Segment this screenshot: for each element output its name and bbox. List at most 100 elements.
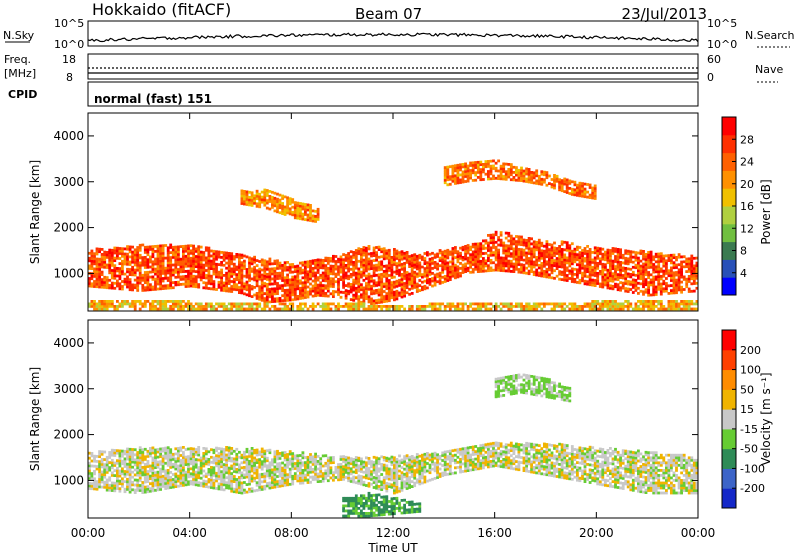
range-gate-cell — [128, 248, 132, 251]
range-gate-cell — [225, 471, 228, 475]
range-gate-cell — [220, 256, 223, 259]
range-gate-cell — [121, 305, 124, 308]
range-gate-cell — [159, 452, 162, 456]
range-gate-cell — [372, 305, 376, 308]
range-gate-cell — [182, 453, 185, 457]
range-gate-cell — [537, 251, 541, 255]
range-gate-cell — [360, 263, 363, 266]
range-gate-cell — [398, 263, 401, 267]
range-gate-cell — [672, 284, 676, 287]
range-gate-cell — [497, 238, 500, 242]
range-gate-cell — [230, 270, 234, 273]
range-gate-cell — [103, 307, 107, 311]
range-gate-cell — [413, 281, 417, 284]
range-gate-cell — [647, 302, 650, 306]
range-gate-cell — [530, 307, 533, 311]
range-gate-cell — [220, 261, 223, 264]
range-gate-cell — [166, 269, 170, 272]
range-gate-cell — [644, 258, 648, 261]
range-gate-cell — [90, 459, 94, 463]
range-gate-cell — [245, 200, 249, 204]
range-gate-cell — [555, 274, 559, 278]
range-gate-cell — [601, 247, 605, 251]
range-gate-cell — [319, 284, 323, 287]
range-gate-cell — [98, 472, 101, 476]
range-gate-cell — [360, 260, 363, 264]
range-gate-cell — [360, 273, 363, 276]
range-gate-cell — [108, 278, 112, 282]
range-gate-cell — [299, 305, 302, 308]
range-gate-cell — [560, 189, 564, 193]
range-gate-cell — [680, 270, 683, 274]
range-gate-cell — [593, 307, 597, 311]
range-gate-cell — [192, 274, 195, 278]
range-gate-cell — [296, 307, 300, 311]
range-gate-cell — [291, 280, 295, 284]
range-gate-cell — [370, 307, 373, 311]
range-gate-cell — [352, 266, 356, 269]
range-gate-cell — [515, 262, 518, 266]
range-gate-cell — [271, 305, 274, 308]
range-gate-cell — [672, 261, 676, 265]
range-gate-cell — [520, 253, 523, 256]
range-gate-cell — [95, 307, 99, 311]
range-gate-cell — [210, 478, 213, 482]
range-gate-cell — [372, 284, 376, 288]
range-gate-cell — [296, 274, 300, 278]
range-gate-cell — [418, 274, 422, 277]
range-gate-cell — [565, 188, 569, 192]
range-gate-cell — [286, 204, 289, 207]
range-gate-cell — [560, 278, 564, 281]
range-gate-cell — [197, 263, 201, 266]
range-gate-cell — [271, 292, 274, 296]
range-gate-cell — [553, 307, 556, 311]
range-gate-cell — [156, 252, 160, 256]
range-gate-cell — [410, 276, 414, 280]
range-gate-cell — [161, 447, 165, 450]
range-gate-cell — [141, 243, 145, 247]
range-gate-cell — [265, 285, 269, 289]
range-gate-cell — [629, 280, 633, 284]
range-gate-cell — [166, 251, 170, 255]
range-gate-cell — [410, 259, 414, 262]
range-gate-cell — [352, 278, 356, 282]
range-gate-cell — [637, 300, 640, 303]
range-gate-cell — [382, 270, 386, 273]
range-gate-cell — [395, 249, 399, 253]
range-gate-cell — [306, 293, 310, 296]
range-gate-cell — [560, 179, 564, 182]
range-gate-cell — [321, 264, 325, 267]
range-gate-cell — [504, 256, 508, 260]
range-gate-cell — [380, 283, 384, 286]
range-gate-cell — [466, 177, 470, 180]
range-gate-cell — [151, 484, 155, 488]
range-gate-cell — [509, 168, 513, 171]
range-gate-cell — [352, 256, 356, 259]
range-gate-cell — [570, 257, 574, 261]
range-gate-cell — [187, 482, 190, 486]
range-gate-cell — [578, 256, 582, 259]
range-gate-cell — [454, 174, 457, 178]
range-gate-cell — [680, 288, 683, 292]
range-gate-cell — [535, 261, 539, 264]
range-gate-cell — [398, 305, 401, 308]
range-gate-cell — [123, 282, 127, 286]
range-gate-cell — [100, 265, 104, 269]
range-gate-cell — [354, 305, 358, 308]
range-gate-cell — [482, 178, 485, 181]
range-gate-cell — [555, 247, 559, 250]
range-gate-cell — [276, 262, 279, 265]
range-gate-cell — [177, 248, 180, 251]
range-gate-cell — [220, 288, 223, 292]
range-gate-cell — [487, 244, 490, 247]
range-gate-cell — [156, 267, 160, 271]
range-gate-cell — [649, 263, 653, 267]
range-gate-cell — [596, 307, 600, 311]
range-gate-cell — [690, 254, 694, 258]
range-gate-cell — [471, 270, 475, 274]
range-gate-cell — [520, 258, 523, 262]
range-gate-cell — [321, 279, 325, 282]
range-gate-cell — [265, 260, 269, 264]
range-gate-cell — [598, 307, 602, 311]
range-gate-cell — [591, 300, 595, 303]
